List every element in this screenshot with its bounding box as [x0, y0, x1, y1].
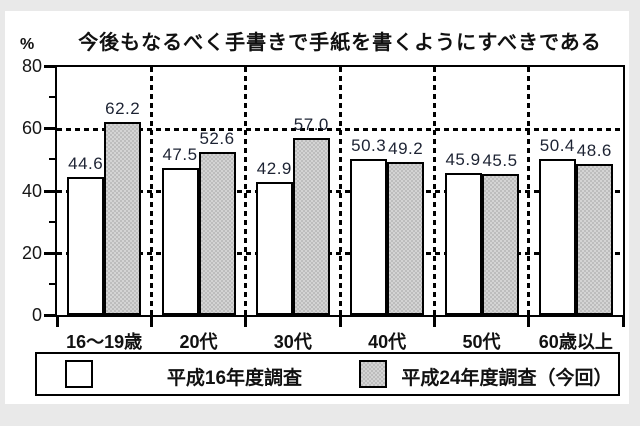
value-label-series-1-40代: 50.3	[351, 136, 387, 156]
gridline-vertical-5	[527, 67, 531, 315]
y-tick-label-60: 60	[21, 118, 42, 139]
legend-label-series-2: 平成24年度調査（今回）	[401, 368, 613, 389]
value-label-series-2-60歳以上: 48.6	[576, 141, 612, 161]
bar-series-2-30代	[292, 138, 330, 315]
value-label-series-1-60歳以上: 50.4	[539, 135, 575, 155]
y-tick-minor-30	[49, 220, 56, 223]
x-tick-0	[55, 316, 59, 327]
x-tick-5	[527, 316, 531, 327]
chart-title: 今後もなるべく手書きで手紙を書くようにすべきである	[78, 32, 602, 54]
value-label-series-1-20代: 47.5	[162, 144, 198, 164]
x-tick-1	[149, 316, 153, 327]
value-label-series-1-30代: 42.9	[256, 159, 292, 179]
legend: 平成16年度調査 平成24年度調査（今回）	[35, 352, 620, 396]
x-category-label-16〜19歳: 16〜19歳	[66, 332, 143, 352]
bar-series-2-16〜19歳	[104, 122, 142, 315]
x-category-label-20代: 20代	[179, 332, 218, 352]
bar-series-2-40代	[387, 162, 425, 315]
bar-series-1-60歳以上	[538, 158, 576, 315]
x-tick-6	[621, 316, 625, 327]
y-tick-minor-10	[49, 282, 56, 285]
value-label-series-2-16〜19歳: 62.2	[105, 99, 141, 119]
gridline-vertical-1	[149, 67, 153, 315]
gridline-vertical-4	[432, 67, 436, 315]
y-tick-major-80	[44, 65, 56, 68]
x-tick-2	[244, 316, 248, 327]
plot-area: 44.6 62.2 47.5 52.6 42.9 57.0 50.3 49.2 45.9 45.5…	[55, 65, 625, 317]
bar-series-2-20代	[198, 151, 236, 315]
y-tick-label-40: 40	[21, 180, 42, 201]
y-tick-minor-50	[49, 158, 56, 161]
y-axis-unit-label: %	[20, 36, 35, 53]
bar-series-2-60歳以上	[575, 164, 613, 315]
x-tick-3	[338, 316, 342, 327]
bar-series-2-50代	[481, 173, 519, 315]
y-tick-major-0	[44, 314, 56, 317]
legend-swatch-series-1	[65, 360, 93, 388]
value-label-series-2-50代: 45.5	[482, 150, 518, 170]
y-tick-label-20: 20	[21, 242, 42, 263]
x-category-label-60歳以上: 60歳以上	[538, 332, 613, 352]
y-tick-major-60	[44, 127, 56, 131]
gridline-vertical-3	[338, 67, 342, 315]
x-tick-4	[432, 316, 436, 327]
y-tick-label-80: 80	[21, 56, 42, 76]
bar-series-1-16〜19歳	[67, 176, 105, 315]
value-label-series-1-50代: 45.9	[445, 149, 481, 169]
x-category-label-50代: 50代	[462, 332, 501, 352]
bar-series-1-50代	[444, 172, 482, 315]
legend-swatch-series-2	[359, 360, 387, 388]
x-category-label-30代: 30代	[273, 332, 312, 352]
value-label-series-2-40代: 49.2	[388, 139, 424, 159]
bar-series-1-20代	[161, 167, 199, 315]
y-tick-minor-70	[49, 96, 56, 99]
y-tick-label-0: 0	[31, 305, 42, 325]
x-category-label-40代: 40代	[368, 332, 407, 352]
value-label-series-2-20代: 52.6	[199, 128, 235, 148]
gridline-vertical-2	[244, 67, 248, 315]
value-label-series-1-16〜19歳: 44.6	[68, 153, 104, 173]
bar-series-1-30代	[255, 182, 293, 315]
bar-series-1-40代	[350, 159, 388, 315]
y-tick-major-40	[44, 189, 56, 193]
y-tick-major-20	[44, 251, 56, 255]
value-label-series-2-30代: 57.0	[293, 115, 329, 135]
legend-label-series-1: 平成16年度調査	[166, 368, 303, 389]
